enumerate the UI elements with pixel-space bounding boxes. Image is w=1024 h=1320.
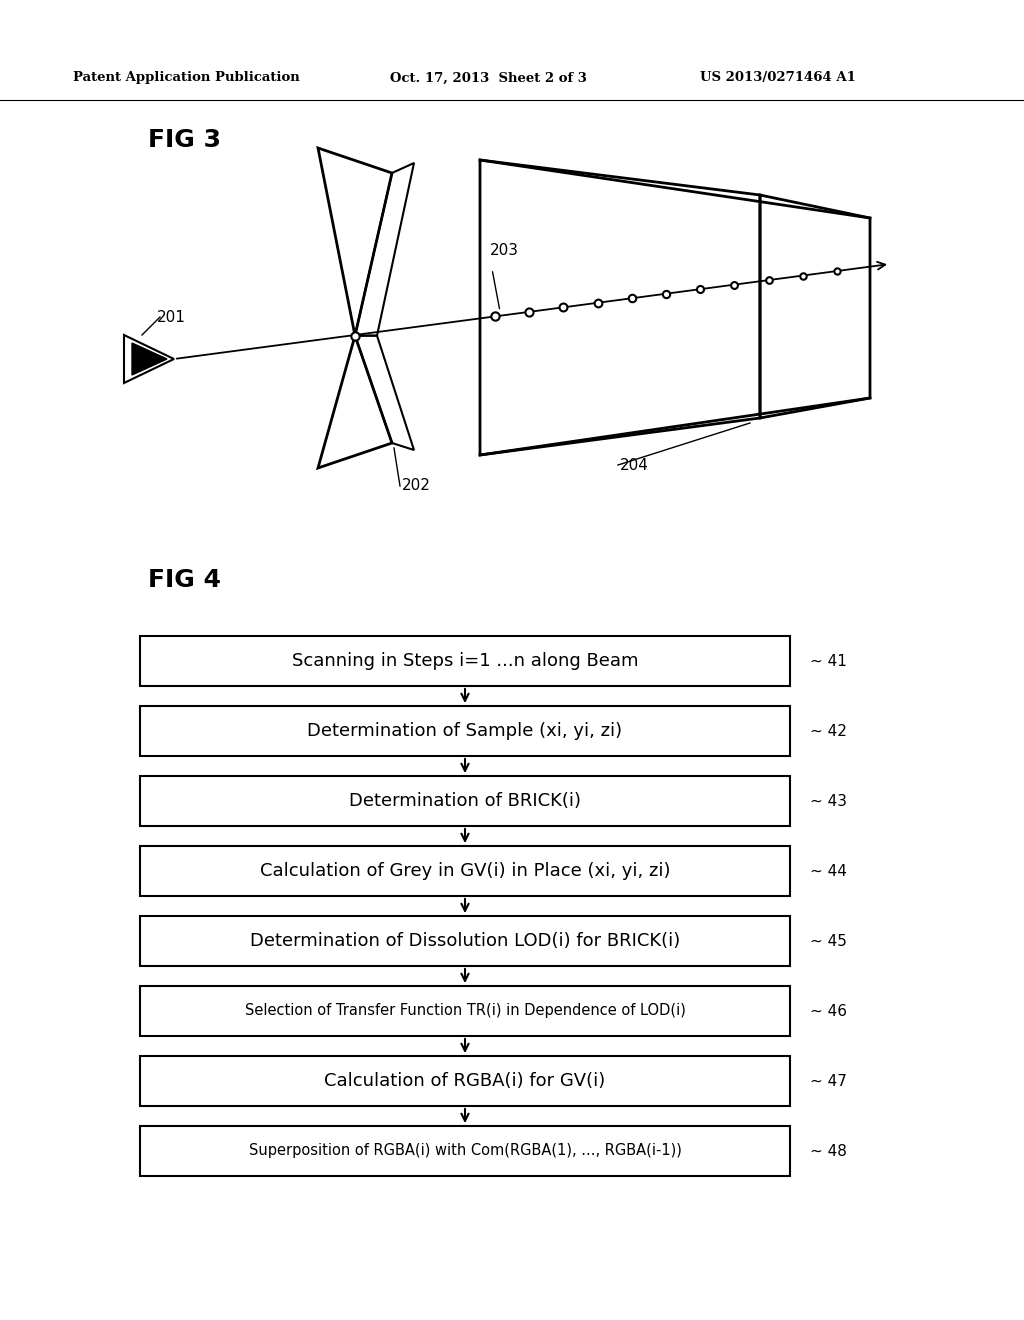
Text: Calculation of RGBA(i) for GV(i): Calculation of RGBA(i) for GV(i) (325, 1072, 605, 1090)
Text: Superposition of RGBA(i) with Com(RGBA(1), ..., RGBA(i-1)): Superposition of RGBA(i) with Com(RGBA(1… (249, 1143, 681, 1159)
FancyBboxPatch shape (140, 986, 790, 1036)
Polygon shape (132, 343, 167, 375)
Text: ~ 48: ~ 48 (810, 1143, 847, 1159)
Text: Oct. 17, 2013  Sheet 2 of 3: Oct. 17, 2013 Sheet 2 of 3 (390, 71, 587, 84)
FancyBboxPatch shape (140, 636, 790, 686)
Text: Determination of Dissolution LOD(i) for BRICK(i): Determination of Dissolution LOD(i) for … (250, 932, 680, 950)
Text: US 2013/0271464 A1: US 2013/0271464 A1 (700, 71, 856, 84)
Text: Selection of Transfer Function TR(i) in Dependence of LOD(i): Selection of Transfer Function TR(i) in … (245, 1003, 685, 1019)
Text: ~ 41: ~ 41 (810, 653, 847, 668)
Text: Determination of BRICK(i): Determination of BRICK(i) (349, 792, 581, 810)
FancyBboxPatch shape (140, 916, 790, 966)
Text: Determination of Sample (xi, yi, zi): Determination of Sample (xi, yi, zi) (307, 722, 623, 741)
FancyBboxPatch shape (140, 1056, 790, 1106)
Text: 202: 202 (402, 478, 431, 492)
Text: 204: 204 (620, 458, 649, 473)
Text: ~ 45: ~ 45 (810, 933, 847, 949)
FancyBboxPatch shape (140, 776, 790, 826)
Text: FIG 4: FIG 4 (148, 568, 221, 591)
FancyBboxPatch shape (140, 706, 790, 756)
FancyBboxPatch shape (140, 846, 790, 896)
Text: Calculation of Grey in GV(i) in Place (xi, yi, zi): Calculation of Grey in GV(i) in Place (x… (260, 862, 671, 880)
Text: ~ 44: ~ 44 (810, 863, 847, 879)
Text: 203: 203 (490, 243, 519, 257)
FancyBboxPatch shape (140, 1126, 790, 1176)
Text: Scanning in Steps i=1 ...n along Beam: Scanning in Steps i=1 ...n along Beam (292, 652, 638, 671)
Text: 201: 201 (157, 310, 186, 325)
Text: ~ 46: ~ 46 (810, 1003, 847, 1019)
Text: ~ 43: ~ 43 (810, 793, 847, 808)
Text: Patent Application Publication: Patent Application Publication (73, 71, 300, 84)
Text: FIG 3: FIG 3 (148, 128, 221, 152)
Text: ~ 42: ~ 42 (810, 723, 847, 738)
Text: ~ 47: ~ 47 (810, 1073, 847, 1089)
